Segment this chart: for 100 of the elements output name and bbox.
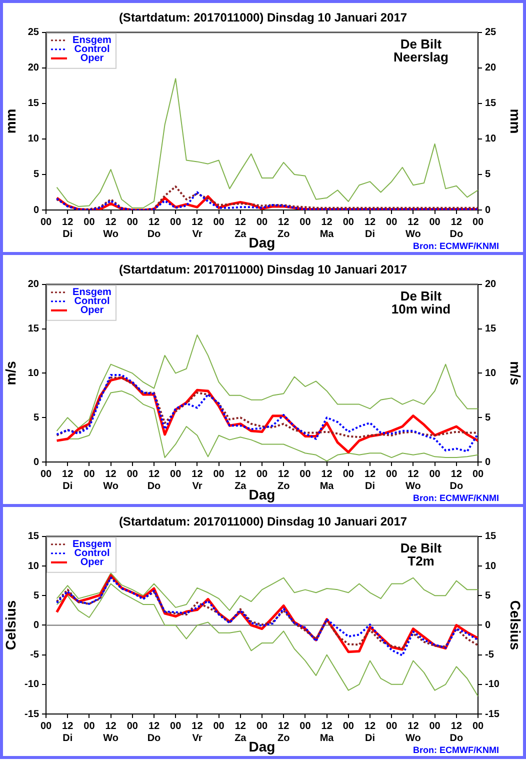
- x-tick-label: 00: [170, 216, 182, 228]
- x-tick-label: 00: [213, 468, 225, 480]
- x-tick-label: 00: [429, 216, 441, 228]
- y2-tick-label: 5: [485, 169, 491, 180]
- x-tick-label: 00: [342, 468, 354, 480]
- y2-tick-label: 15: [485, 98, 497, 110]
- y2-tick-label: 20: [485, 62, 497, 74]
- chart-title: (Startdatum: 2017011000) Dinsdag 10 Januari 2017: [118, 514, 408, 529]
- x-tick-label: 12 Di: [62, 468, 74, 492]
- x-tick-label: 12 Do: [147, 468, 161, 492]
- x-tick-label: 00: [300, 720, 312, 732]
- x-tick-label: 12 Zo: [277, 216, 290, 240]
- line-series: [56, 191, 478, 210]
- y2-tick-label: -10: [485, 679, 500, 690]
- x-tick-label: 00: [342, 216, 354, 228]
- y2-tick-label: 5: [485, 412, 491, 424]
- y2-tick-label: 5: [485, 590, 491, 602]
- y2-tick-label: 15: [485, 531, 497, 542]
- x-tick-label: 00: [170, 720, 182, 732]
- x-tick-label: 12 Za: [234, 720, 247, 744]
- x-tick-label: 00: [40, 216, 52, 228]
- x-tick-label: 12 Wo: [103, 216, 118, 240]
- y-tick-label: 0: [33, 620, 40, 631]
- x-tick-label: 00: [342, 720, 354, 732]
- annotation: Neerslag: [394, 49, 449, 64]
- y2-tick-label: 0: [485, 456, 491, 468]
- x-tick-label: 12 Di: [364, 720, 376, 744]
- y2-tick-label: 20: [485, 279, 497, 290]
- y-tick-label: 10: [28, 368, 40, 379]
- x-tick-label: 12 Do: [147, 216, 161, 240]
- x-tick-label: 00: [213, 216, 225, 228]
- x-tick-label: 12 Vr: [192, 468, 204, 492]
- y-tick-label: 0: [33, 456, 40, 468]
- y2-tick-label: 0: [485, 204, 491, 216]
- x-tick-label: 00: [213, 720, 225, 732]
- x-tick-label: 00: [126, 468, 138, 480]
- y-axis-title: mm: [2, 108, 18, 134]
- x-tick-label: 12 Wo: [406, 720, 421, 744]
- y-tick-label: 5: [33, 412, 40, 424]
- x-tick-label: 12 Wo: [103, 468, 118, 492]
- y-tick-label: 25: [28, 27, 40, 38]
- legend-label: Control: [74, 296, 110, 308]
- y2-tick-label: -5: [485, 650, 494, 661]
- x-tick-label: 12 Wo: [406, 468, 421, 492]
- x-tick-label: 12 Ma: [320, 468, 334, 492]
- x-tick-label: 12 Do: [450, 720, 464, 744]
- x-tick-label: 12 Za: [234, 216, 247, 240]
- y2-tick-label: -15: [485, 708, 500, 720]
- y-tick-label: 15: [28, 98, 40, 110]
- x-tick-label: 00: [126, 720, 138, 732]
- x-tick-label: 00: [386, 720, 398, 732]
- x-tick-label: 00: [472, 720, 484, 732]
- y-tick-label: -15: [24, 708, 40, 720]
- x-tick-label: 00: [300, 468, 312, 480]
- y2-tick-label: 10: [485, 560, 497, 572]
- x-tick-label: 00: [170, 468, 182, 480]
- x-tick-label: 12 Di: [364, 216, 376, 240]
- y-tick-label: 10: [28, 560, 40, 572]
- y-tick-label: 15: [28, 324, 40, 335]
- x-tick-label: 12 Ma: [320, 720, 334, 744]
- y-tick-label: -10: [24, 679, 40, 690]
- x-tick-label: 00: [256, 216, 268, 228]
- y-tick-label: 0: [33, 204, 40, 216]
- x-tick-label: 00: [84, 216, 96, 228]
- text: Bron: ECMWF/KNMI: [413, 241, 499, 251]
- x-axis-title: Dag: [248, 738, 276, 754]
- y-tick-label: 15: [28, 531, 40, 542]
- x-tick-label: 00: [429, 720, 441, 732]
- x-tick-label: 00: [256, 720, 268, 732]
- y-tick-label: -5: [30, 650, 40, 661]
- annotation: De Bilt: [400, 36, 442, 52]
- text: Bron: ECMWF/KNMI: [413, 493, 499, 503]
- line-series: [56, 376, 478, 438]
- x-tick-label: 12 Zo: [277, 468, 290, 492]
- y-tick-label: 10: [28, 134, 40, 145]
- legend-label: Control: [74, 548, 110, 560]
- y2-tick-label: 0: [485, 620, 491, 631]
- y2-axis-title: Celsius: [508, 600, 524, 650]
- x-tick-label: 00: [300, 216, 312, 228]
- legend-label: Ensgem: [72, 539, 112, 550]
- legend-label: Ensgem: [72, 287, 112, 298]
- y2-tick-label: 10: [485, 368, 497, 379]
- y2-axis-title: mm: [508, 108, 524, 134]
- y2-tick-label: 15: [485, 324, 497, 335]
- x-tick-label: 12 Di: [62, 216, 74, 240]
- annotation: T2m: [408, 553, 434, 568]
- annotation: De Bilt: [400, 288, 442, 304]
- x-axis-title: Dag: [248, 234, 276, 250]
- x-tick-label: 00: [40, 468, 52, 480]
- legend-label: Oper: [80, 305, 104, 316]
- x-tick-label: 12 Za: [234, 468, 247, 492]
- chart-title: (Startdatum: 2017011000) Dinsdag 10 Januari 2017: [118, 10, 408, 25]
- x-tick-label: 12 Wo: [406, 216, 421, 240]
- annotation: 10m wind: [391, 301, 451, 316]
- x-tick-label: 00: [126, 216, 138, 228]
- y-tick-label: 5: [33, 590, 40, 602]
- x-axis-title: Dag: [248, 486, 276, 502]
- x-tick-label: 12 Vr: [192, 720, 204, 744]
- x-tick-label: 12 Di: [62, 720, 74, 744]
- annotation: De Bilt: [400, 540, 442, 556]
